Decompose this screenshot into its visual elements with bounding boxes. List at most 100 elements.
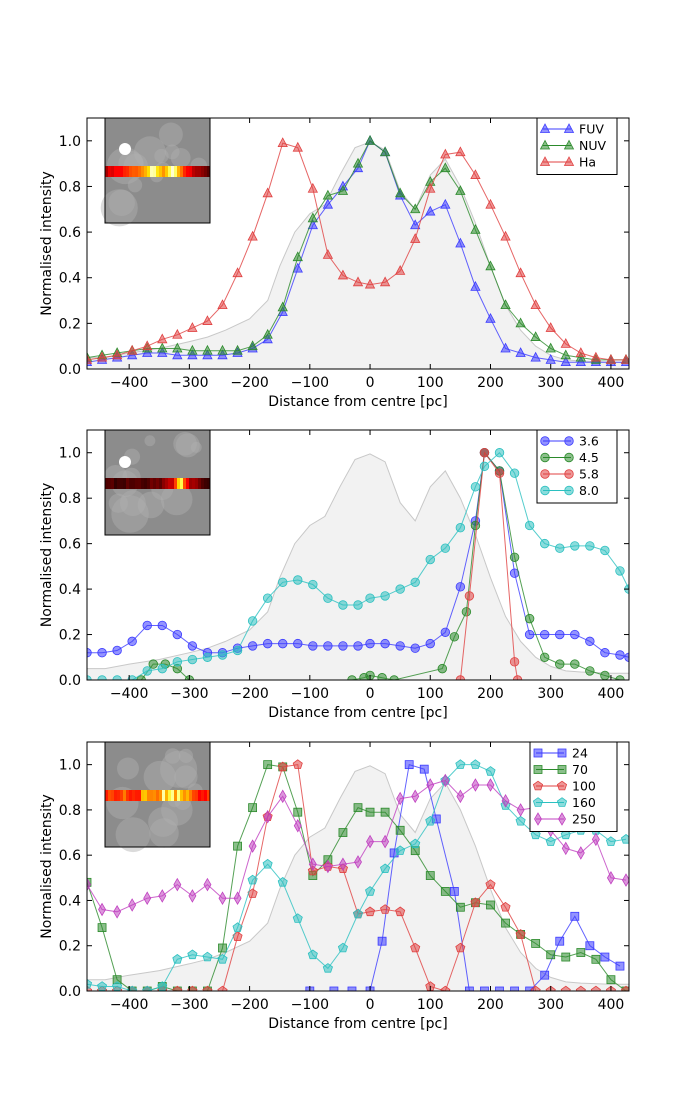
data-point-Ha — [545, 322, 556, 332]
heat-cell — [141, 790, 145, 801]
inset-blob — [160, 750, 198, 788]
inset-star — [119, 456, 131, 468]
data-point-4.5 — [585, 666, 595, 676]
heat-cell — [201, 790, 205, 801]
data-point-250 — [308, 857, 317, 872]
data-point-160 — [515, 815, 526, 826]
data-point-8.0 — [112, 675, 122, 680]
x-tick-label: 200 — [477, 375, 504, 391]
data-point-250 — [173, 877, 182, 892]
data-point-160 — [97, 981, 108, 991]
data-point-8.0 — [293, 575, 303, 585]
data-point-24 — [555, 936, 565, 946]
data-point-250 — [263, 809, 272, 824]
data-point-FUV — [545, 354, 556, 364]
inset-blob — [119, 490, 146, 517]
data-point-3.6 — [624, 652, 629, 662]
data-point-NUV — [247, 340, 258, 351]
series-5.8 — [455, 448, 523, 680]
heat-cell — [117, 478, 121, 489]
data-point-250 — [323, 859, 332, 874]
data-point-3.6 — [157, 620, 167, 631]
data-point-100 — [277, 761, 288, 772]
data-point-NUV — [292, 251, 303, 262]
plot-frame — [86, 429, 630, 681]
data-point-8.0 — [425, 554, 435, 565]
data-point-8.0 — [494, 448, 505, 458]
data-point-24 — [510, 986, 519, 991]
heat-cell — [165, 166, 169, 177]
data-point-100 — [440, 985, 451, 991]
heat-cell — [174, 478, 178, 489]
data-point-3.6 — [262, 638, 273, 649]
data-point-250 — [471, 778, 480, 792]
data-point-3.6 — [410, 643, 420, 653]
data-point-FUV — [515, 347, 526, 357]
heat-cell — [189, 790, 193, 801]
heat-cell — [171, 790, 175, 801]
heat-cell — [108, 478, 112, 489]
inset-blob — [115, 817, 151, 853]
heat-cell — [162, 790, 166, 801]
data-point-160 — [380, 863, 391, 873]
heat-cell — [120, 790, 124, 801]
heat-cell — [132, 166, 136, 177]
heat-cell — [204, 478, 208, 489]
data-point-NUV — [470, 223, 481, 234]
data-point-3.6 — [524, 629, 535, 640]
y-tick-label: 0.0 — [59, 362, 81, 378]
data-point-8.0 — [127, 675, 137, 680]
data-point-70 — [248, 803, 258, 813]
inset-heat-stripe — [105, 790, 211, 801]
heat-cell — [144, 790, 148, 801]
heat-cell — [105, 166, 109, 177]
heat-cell — [207, 478, 211, 489]
heat-cell — [177, 478, 181, 489]
y-tick-label: 0.6 — [59, 225, 81, 241]
x-tick-label: −400 — [110, 375, 148, 391]
y-tick-label: 1.0 — [59, 446, 81, 462]
legend-marker — [564, 485, 574, 496]
inset-blob — [174, 765, 198, 789]
heat-cell — [201, 166, 205, 177]
data-point-70 — [591, 954, 601, 964]
y-tick-label: 1.0 — [59, 758, 81, 774]
heat-cell — [132, 478, 136, 489]
heat-cell — [192, 478, 196, 489]
data-point-Ha — [217, 299, 228, 310]
data-point-70 — [425, 871, 435, 880]
data-point-24 — [585, 941, 595, 951]
data-point-24 — [329, 986, 339, 991]
legend-marker — [532, 797, 544, 807]
data-point-100 — [575, 985, 586, 991]
data-point-70 — [486, 900, 495, 910]
data-point-Ha — [410, 233, 421, 243]
heat-cell — [147, 166, 151, 177]
heat-cell — [186, 790, 190, 801]
data-point-8.0 — [338, 600, 348, 610]
data-point-100 — [455, 942, 466, 953]
data-point-NUV — [364, 134, 376, 145]
data-point-250 — [591, 832, 600, 847]
data-point-Ha — [470, 169, 481, 179]
data-point-8.0 — [455, 523, 466, 533]
data-point-3.6 — [127, 636, 137, 647]
inset-blob — [148, 807, 178, 837]
data-point-160 — [322, 963, 333, 973]
data-point-160 — [247, 874, 258, 885]
data-point-8.0 — [479, 461, 490, 472]
data-point-5.8 — [509, 657, 520, 667]
legend-marker — [564, 469, 574, 479]
legend-marker — [534, 812, 542, 826]
heat-cell — [180, 478, 184, 489]
heat-cell — [138, 166, 142, 177]
x-tick-label: −300 — [170, 997, 208, 1013]
data-point-4.5 — [539, 652, 550, 662]
data-point-4.5 — [148, 659, 158, 669]
inset-blob — [143, 760, 176, 794]
data-point-3.6 — [585, 636, 595, 647]
x-tick-label: 200 — [477, 997, 504, 1013]
data-point-3.6 — [87, 648, 92, 658]
heat-cell — [156, 166, 160, 177]
data-point-70 — [233, 841, 242, 851]
